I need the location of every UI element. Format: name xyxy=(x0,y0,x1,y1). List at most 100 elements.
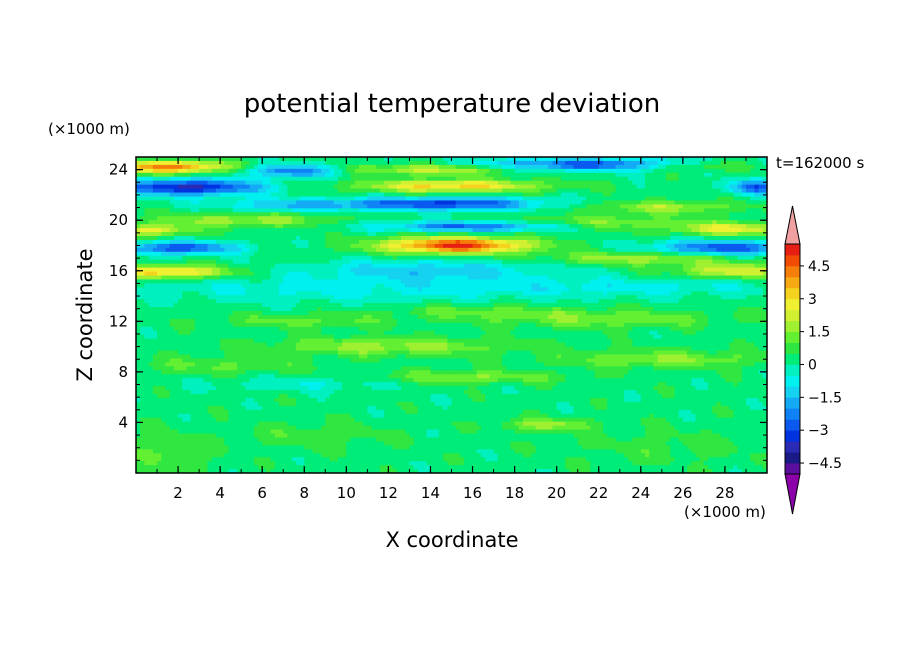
field-cell xyxy=(140,243,146,249)
field-cell xyxy=(611,255,617,261)
field-cell xyxy=(220,212,225,217)
field-cell xyxy=(527,220,533,225)
field-cell xyxy=(430,232,436,237)
field-cell xyxy=(194,180,200,186)
field-cell xyxy=(720,283,726,288)
field-cell xyxy=(245,204,251,209)
field-cell xyxy=(489,212,495,217)
field-cell xyxy=(691,192,697,198)
field-cell xyxy=(510,196,516,202)
field-cell xyxy=(577,263,583,269)
field-cell xyxy=(236,196,242,202)
field-cell xyxy=(333,232,339,237)
field-cell xyxy=(173,216,179,221)
field-cell xyxy=(367,184,373,190)
field-cell xyxy=(459,192,465,198)
field-cell xyxy=(342,224,347,229)
field-cell xyxy=(220,279,225,284)
field-cell xyxy=(295,232,301,237)
field-cell xyxy=(649,247,655,253)
field-cell xyxy=(236,255,242,261)
field-cell xyxy=(548,192,554,198)
field-cell xyxy=(594,212,600,217)
field-cell xyxy=(337,271,343,277)
field-cell xyxy=(140,160,146,166)
field-cell xyxy=(136,220,141,225)
field-cell xyxy=(497,271,503,277)
field-cell xyxy=(670,279,676,284)
field-cell xyxy=(695,208,701,213)
field-cell xyxy=(485,267,490,273)
field-cell xyxy=(325,267,331,273)
field-cell xyxy=(598,263,604,269)
field-cell xyxy=(565,263,570,269)
field-cell xyxy=(182,279,188,284)
field-cell xyxy=(337,196,343,202)
field-cell xyxy=(236,279,242,284)
field-cell xyxy=(194,157,200,162)
field-cell xyxy=(459,267,465,273)
field-cell xyxy=(569,157,575,162)
field-cell xyxy=(640,212,646,217)
field-cell xyxy=(350,263,356,269)
field-cell xyxy=(594,196,600,202)
field-cell xyxy=(552,224,558,229)
field-cell xyxy=(754,180,760,186)
field-cell xyxy=(350,160,356,166)
field-cell xyxy=(581,184,587,190)
field-cell xyxy=(716,157,722,162)
field-cell xyxy=(409,160,415,166)
field-cell xyxy=(257,275,263,281)
field-cell xyxy=(136,236,141,241)
field-cell xyxy=(565,168,570,174)
field-cell xyxy=(321,192,326,198)
field-cell xyxy=(346,224,352,229)
field-cell xyxy=(396,271,402,277)
field-cell xyxy=(409,168,415,174)
field-cell xyxy=(489,232,495,237)
field-cell xyxy=(472,180,478,186)
field-cell xyxy=(447,188,453,194)
field-cell xyxy=(569,283,575,288)
field-cell xyxy=(607,220,612,225)
field-cell xyxy=(687,188,692,194)
field-cell xyxy=(598,239,604,245)
field-cell xyxy=(367,228,373,233)
field-cell xyxy=(459,208,465,213)
field-cell xyxy=(236,236,242,241)
field-cell xyxy=(148,212,154,217)
field-cell xyxy=(687,236,692,241)
field-cell xyxy=(480,220,486,225)
field-cell xyxy=(480,180,486,186)
field-cell xyxy=(472,164,478,170)
field-cell xyxy=(459,255,465,261)
field-cell xyxy=(476,275,482,281)
field-cell xyxy=(712,251,718,257)
field-cell xyxy=(451,216,457,221)
field-cell xyxy=(367,236,373,241)
field-cell xyxy=(384,267,389,273)
field-cell xyxy=(308,220,314,225)
field-cell xyxy=(438,275,444,281)
field-cell xyxy=(501,243,507,249)
field-cell xyxy=(569,200,575,205)
field-cell xyxy=(157,212,162,217)
field-cell xyxy=(346,200,352,205)
field-cell xyxy=(207,220,213,225)
field-cell xyxy=(215,157,221,162)
field-cell xyxy=(750,212,755,217)
field-cell xyxy=(724,243,730,249)
field-cell xyxy=(274,164,280,170)
field-cell xyxy=(712,239,718,245)
field-cell xyxy=(396,228,402,233)
field-cell xyxy=(363,176,368,182)
field-cell xyxy=(157,243,162,249)
field-cell xyxy=(649,208,655,213)
field-cell xyxy=(346,164,352,170)
field-cell xyxy=(548,275,554,281)
field-cell xyxy=(291,168,297,174)
field-cell xyxy=(401,251,406,257)
field-cell xyxy=(186,204,192,209)
field-cell xyxy=(396,208,402,213)
field-cell xyxy=(413,263,419,269)
